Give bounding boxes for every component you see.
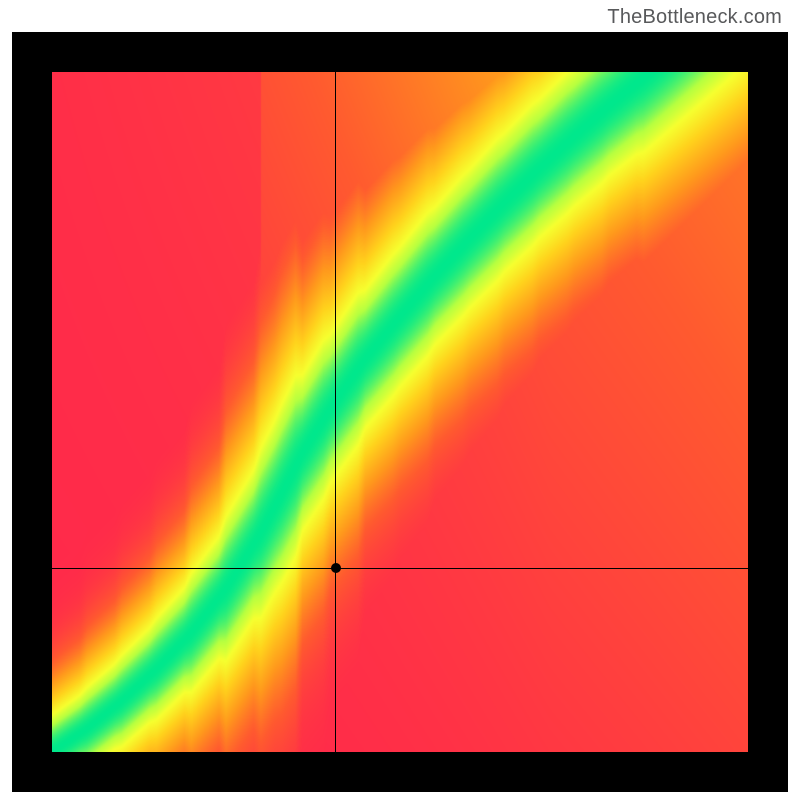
watermark: TheBottleneck.com [607,6,782,29]
crosshair-horizontal [52,568,748,569]
crosshair-vertical [335,72,336,752]
heatmap-canvas [52,72,748,752]
